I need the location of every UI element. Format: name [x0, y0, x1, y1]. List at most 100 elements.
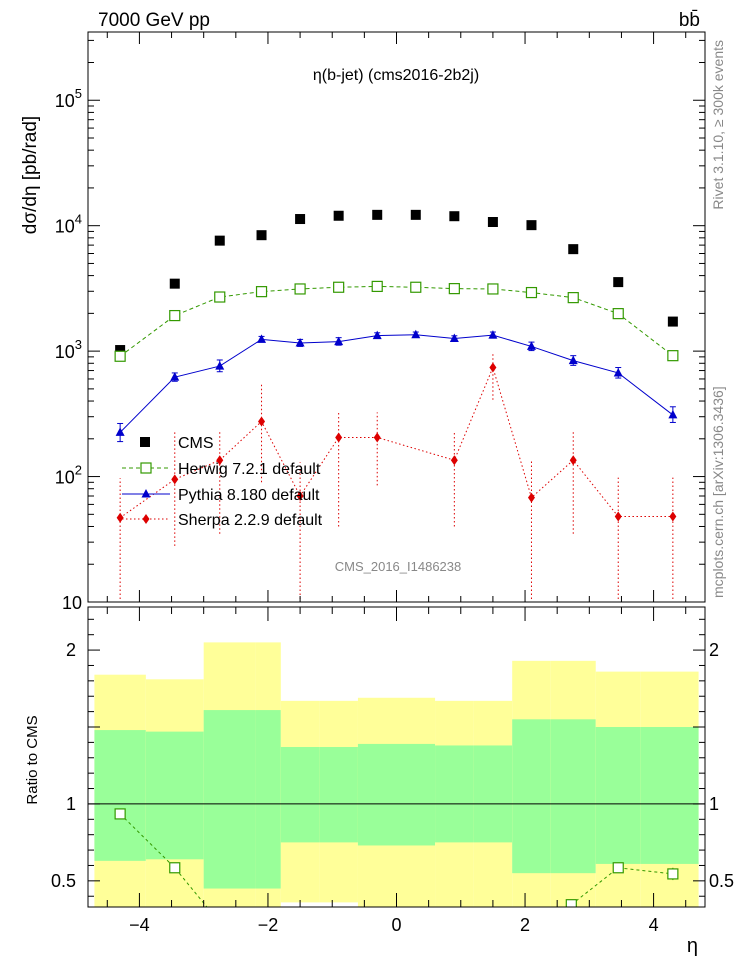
x-tick-label: 4 — [649, 915, 659, 935]
legend: CMS Herwig 7.2.1 default Pythia 8.180 defa… — [122, 435, 323, 529]
series-pythia — [115, 329, 678, 443]
stat-band — [473, 745, 513, 843]
herwig-marker — [294, 283, 306, 295]
herwig-marker — [333, 281, 345, 293]
y-tick-base: 10 — [55, 217, 75, 237]
sherpa-marker — [142, 514, 150, 524]
pythia-marker — [372, 330, 382, 340]
sherpa-marker — [258, 416, 266, 427]
ratio-y-tick-label-right: 0.5 — [709, 871, 734, 891]
stat-band — [203, 710, 256, 889]
x-tick-label: 2 — [520, 915, 530, 935]
series-data — [115, 209, 678, 356]
legend-entry: CMS — [140, 435, 214, 452]
y-tick-label: 103 — [55, 337, 82, 362]
herwig-marker — [525, 286, 538, 299]
pythia-marker — [526, 341, 536, 350]
y-tick-label: 104 — [55, 212, 82, 237]
y-tick-base: 10 — [55, 342, 75, 362]
y-tick-label: 10 — [62, 593, 82, 613]
y-tick-exponent: 2 — [75, 463, 82, 478]
cms-marker — [667, 316, 678, 327]
mcplots-label: mcplots.cern.ch [arXiv:1306.3436] — [710, 386, 726, 598]
herwig-marker — [169, 862, 181, 874]
ratio-panel: 0.5 0.5 1 1 2 2 −4 −2 0 2 4 Ratio to CMS — [24, 606, 734, 935]
y-tick-base: 10 — [62, 593, 82, 613]
ratio-y-tick-label: 1 — [66, 794, 76, 814]
energy-label: 7000 GeV pp — [98, 10, 210, 31]
herwig-marker — [667, 868, 679, 880]
y-tick-label: 102 — [55, 463, 82, 488]
cms-marker — [169, 278, 180, 289]
series-herwig — [114, 280, 679, 362]
watermark: CMS_2016_I1486238 — [335, 559, 462, 574]
sherpa-marker — [527, 492, 535, 503]
ratio-y-tick-label: 0.5 — [51, 871, 76, 891]
cms-marker — [568, 244, 579, 255]
cms-marker — [295, 214, 306, 225]
sherpa-marker — [216, 455, 224, 466]
legend-label: Sherpa 2.2.9 default — [178, 512, 323, 529]
herwig-marker — [448, 283, 460, 295]
y-tick-exponent: 4 — [75, 212, 82, 227]
cms-marker — [256, 230, 267, 241]
x-tick-label: −2 — [258, 915, 279, 935]
y-tick-label: 105 — [55, 86, 82, 111]
process-label: bb̄ — [679, 10, 700, 31]
y-tick-exponent: 3 — [75, 337, 82, 352]
stat-band — [319, 747, 358, 843]
ratio-y-tick-label-right: 2 — [709, 640, 719, 660]
ratio-bands — [94, 642, 699, 907]
sherpa-marker — [171, 474, 179, 485]
pythia-line — [119, 334, 674, 433]
pythia-marker — [257, 334, 267, 343]
legend-entry: Pythia 8.180 default — [122, 487, 320, 504]
y-tick-base: 10 — [55, 91, 75, 111]
herwig-marker — [169, 309, 181, 322]
pythia-marker — [295, 338, 305, 347]
sherpa-marker — [335, 432, 343, 443]
pythia-marker — [141, 489, 151, 498]
pythia-marker — [411, 329, 421, 339]
series-sherpa — [116, 353, 677, 602]
pythia-marker — [170, 372, 180, 381]
cms-marker — [372, 209, 383, 220]
pythia-marker — [568, 355, 578, 365]
cms-marker — [140, 437, 150, 447]
stat-band — [512, 719, 551, 874]
x-tick-label: −4 — [129, 915, 150, 935]
herwig-marker — [214, 291, 226, 303]
rivet-label: Rivet 3.1.10, ≥ 300k events — [710, 40, 726, 210]
ratio-y-tick-label-right: 1 — [709, 794, 719, 814]
pythia-marker — [488, 330, 498, 339]
legend-entry: Sherpa 2.2.9 default — [122, 512, 323, 529]
herwig-marker — [487, 283, 499, 295]
y-tick-exponent: 5 — [75, 86, 82, 101]
x-tick-label: 0 — [391, 915, 401, 935]
ratio-y-axis-label: Ratio to CMS — [24, 715, 41, 804]
pythia-marker — [215, 361, 225, 370]
stat-band — [357, 743, 397, 846]
pythia-marker — [115, 427, 125, 436]
legend-label: Herwig 7.2.1 default — [178, 461, 321, 478]
cms-marker — [115, 345, 126, 356]
pythia-marker — [334, 336, 344, 346]
herwig-marker — [371, 280, 383, 293]
herwig-marker — [667, 350, 679, 362]
y-tick-base: 10 — [55, 468, 75, 488]
cms-marker — [333, 210, 344, 221]
pythia-marker — [449, 333, 459, 343]
stat-band — [640, 727, 699, 864]
stat-band — [550, 719, 596, 874]
herwig-marker — [114, 808, 126, 820]
stat-band — [280, 747, 320, 843]
herwig-ratio-line — [119, 813, 208, 907]
cms-marker — [449, 211, 460, 222]
sherpa-marker — [614, 511, 622, 522]
herwig-line — [119, 285, 674, 357]
pythia-marker — [613, 367, 623, 377]
stat-band — [255, 710, 281, 889]
cms-marker — [410, 209, 421, 220]
